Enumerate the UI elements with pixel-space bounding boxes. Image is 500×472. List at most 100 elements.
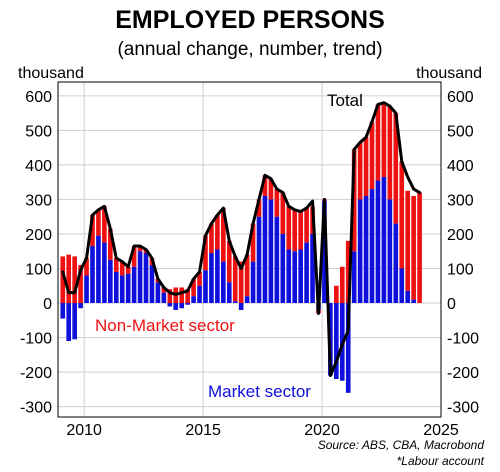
market-sector-bar bbox=[131, 266, 137, 304]
market-sector-bar bbox=[298, 249, 303, 304]
non-market-sector-bar bbox=[108, 228, 113, 260]
non-market-sector-bar bbox=[351, 149, 357, 252]
market-sector-bar bbox=[179, 303, 185, 309]
non-market-sector-bar bbox=[345, 240, 351, 304]
market-sector-bar bbox=[405, 290, 411, 304]
non-market-sector-bar bbox=[113, 258, 119, 272]
market-sector-bar bbox=[256, 216, 262, 304]
non-market-sector-bar bbox=[131, 246, 137, 267]
annotation-non-market-sector: Non-Market sector bbox=[95, 316, 235, 335]
market-sector-bar bbox=[96, 235, 101, 304]
market-sector-bar bbox=[322, 201, 327, 304]
market-sector-bar bbox=[90, 246, 95, 304]
market-sector-bar bbox=[167, 303, 173, 307]
non-market-sector-bar bbox=[90, 214, 95, 247]
non-market-sector-bar bbox=[232, 256, 238, 302]
y-tick-label-right: 0 bbox=[447, 296, 456, 313]
market-sector-bar bbox=[60, 303, 66, 319]
market-sector-bar bbox=[280, 233, 286, 304]
y-tick-label-right: 300 bbox=[447, 192, 474, 209]
non-market-sector-bar bbox=[250, 223, 256, 262]
market-sector-bar bbox=[363, 195, 369, 304]
chart-subtitle: (annual change, number, trend) bbox=[117, 39, 382, 60]
market-sector-bar bbox=[387, 199, 393, 304]
non-market-sector-bar bbox=[304, 208, 309, 243]
total-line bbox=[61, 101, 422, 378]
market-sector-bar bbox=[393, 223, 399, 304]
market-sector-bar bbox=[78, 303, 83, 309]
non-market-sector-bar bbox=[137, 246, 143, 252]
non-market-sector-bar bbox=[411, 195, 416, 300]
market-sector-bar bbox=[143, 252, 149, 304]
market-sector-bar bbox=[108, 259, 113, 304]
market-sector-bar bbox=[149, 265, 155, 304]
market-sector-bar bbox=[119, 275, 125, 304]
non-market-sector-bar bbox=[78, 265, 83, 304]
non-market-sector-bar bbox=[363, 137, 369, 196]
market-sector-bar bbox=[173, 303, 179, 310]
market-sector-bar bbox=[84, 275, 89, 304]
non-market-sector-bar bbox=[125, 266, 131, 274]
source-note: Source: ABS, CBA, Macrobond bbox=[318, 438, 485, 452]
market-sector-bar bbox=[411, 299, 416, 304]
plot-frame bbox=[57, 81, 442, 418]
market-sector-bar bbox=[357, 199, 363, 304]
market-sector-bar bbox=[304, 242, 309, 304]
market-sector-bar bbox=[244, 296, 250, 304]
market-sector-bar bbox=[203, 270, 208, 304]
market-sector-bar bbox=[232, 301, 238, 304]
y-tick-label-left: 600 bbox=[25, 89, 52, 106]
annotation-total: Total bbox=[327, 91, 363, 110]
non-market-sector-bar bbox=[292, 209, 298, 252]
non-market-sector-bar bbox=[60, 256, 66, 304]
footnote: *Labour account bbox=[397, 454, 485, 468]
non-market-sector-bar bbox=[381, 102, 387, 177]
y-tick-label-right: 400 bbox=[447, 158, 474, 175]
y-tick-label-left: 300 bbox=[25, 192, 52, 209]
market-sector-bar bbox=[286, 249, 292, 304]
market-sector-bar bbox=[221, 261, 226, 304]
non-market-sector-bar bbox=[179, 287, 185, 304]
market-sector-bar bbox=[238, 303, 244, 310]
non-market-sector-bar bbox=[244, 254, 250, 297]
x-tick-label: 2010 bbox=[66, 422, 102, 439]
non-market-sector-bar bbox=[268, 178, 274, 200]
non-market-sector-bar bbox=[185, 289, 190, 304]
right-axis-unit: thousand bbox=[416, 65, 482, 82]
market-sector-bar bbox=[113, 271, 119, 304]
total-line-layer bbox=[61, 101, 422, 378]
market-sector-bar bbox=[161, 292, 167, 304]
y-tick-label-right: 600 bbox=[447, 89, 474, 106]
market-sector-bar bbox=[191, 296, 196, 304]
y-tick-label-right: 200 bbox=[447, 227, 474, 244]
market-sector-bar bbox=[197, 285, 202, 304]
x-tick-label: 2025 bbox=[423, 422, 459, 439]
market-sector-bar bbox=[137, 251, 143, 304]
non-market-sector-bar bbox=[274, 189, 280, 217]
non-market-sector-bar bbox=[102, 206, 107, 243]
annotation-market-sector: Market sector bbox=[208, 382, 311, 401]
y-tick-label-left: 0 bbox=[43, 296, 52, 313]
market-sector-bar bbox=[369, 189, 375, 304]
chart-title: EMPLOYED PERSONS bbox=[115, 6, 385, 34]
non-market-sector-bar bbox=[203, 235, 208, 271]
non-market-sector-bar bbox=[209, 223, 214, 253]
non-market-sector-bar bbox=[280, 192, 286, 234]
y-tick-label-right: -200 bbox=[447, 365, 479, 382]
non-market-sector-bar bbox=[84, 258, 89, 276]
market-sector-bar bbox=[274, 216, 280, 304]
non-market-sector-bar bbox=[417, 192, 422, 304]
market-sector-bar bbox=[226, 282, 232, 304]
x-tick-label: 2015 bbox=[185, 422, 221, 439]
non-market-sector-bar bbox=[375, 104, 381, 181]
market-sector-bar bbox=[375, 180, 381, 304]
y-tick-label-left: 500 bbox=[25, 123, 52, 140]
market-sector-bar bbox=[351, 251, 357, 304]
market-sector-bar bbox=[334, 303, 339, 380]
non-market-sector-bar bbox=[262, 175, 268, 196]
non-market-sector-bar bbox=[405, 190, 411, 291]
non-market-sector-bar bbox=[393, 113, 399, 224]
market-sector-bar bbox=[66, 303, 72, 342]
left-y-axis: -300 -200 -100 0 100 200 300 400 500 600 bbox=[20, 89, 52, 417]
